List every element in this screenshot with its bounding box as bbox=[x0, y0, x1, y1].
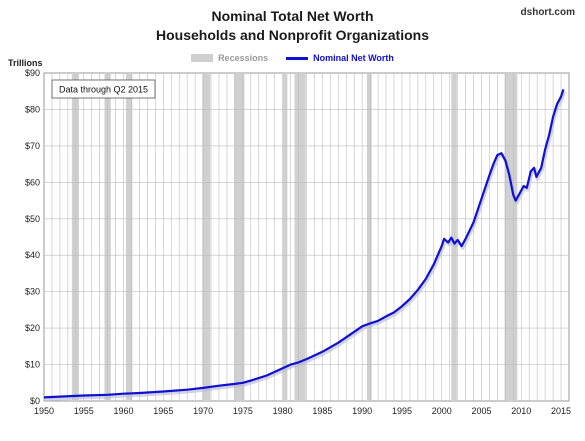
legend-swatch-recessions bbox=[191, 54, 214, 62]
y-tick-label: $30 bbox=[25, 287, 40, 297]
source-label: dshort.com bbox=[520, 7, 575, 18]
recession-band bbox=[366, 73, 372, 401]
annotation-box bbox=[51, 79, 156, 99]
y-tick-label: $10 bbox=[25, 360, 40, 370]
recession-band bbox=[71, 73, 79, 401]
legend-item-net-worth: Nominal Net Worth bbox=[286, 53, 394, 63]
y-tick-label: $70 bbox=[25, 141, 40, 151]
x-tick-label: 1980 bbox=[273, 406, 293, 416]
series-line-shadow bbox=[44, 90, 567, 402]
x-tick-label: 1975 bbox=[233, 406, 253, 416]
x-tick-label: 1950 bbox=[34, 406, 54, 416]
x-tick-label: 2010 bbox=[511, 406, 531, 416]
chart-title: Nominal Total Net Worth bbox=[211, 8, 374, 24]
legend: Recessions Nominal Net Worth bbox=[0, 53, 585, 63]
x-tick-label: 1990 bbox=[352, 406, 372, 416]
x-tick-label: 1995 bbox=[392, 406, 412, 416]
recession-band bbox=[282, 73, 288, 401]
recession-band bbox=[294, 73, 306, 401]
legend-label-recessions: Recessions bbox=[218, 53, 269, 63]
x-tick-label: 1985 bbox=[312, 406, 332, 416]
y-tick-label: $60 bbox=[25, 177, 40, 187]
x-tick-label: 1970 bbox=[193, 406, 213, 416]
y-tick-label: $90 bbox=[25, 68, 40, 78]
recession-band bbox=[504, 73, 518, 401]
legend-swatch-net-worth bbox=[286, 56, 309, 60]
annotation-text: Data through Q2 2015 bbox=[59, 85, 148, 95]
chart-subtitle: Households and Nonprofit Organizations bbox=[156, 27, 429, 43]
series-line-net-worth bbox=[43, 89, 565, 399]
recession-band bbox=[234, 73, 245, 401]
recession-band bbox=[125, 73, 133, 401]
y-axis-units-label: Trillions bbox=[8, 58, 43, 68]
recession-band bbox=[202, 73, 211, 401]
x-tick-label: 2000 bbox=[432, 406, 452, 416]
y-tick-label: $20 bbox=[25, 323, 40, 333]
recession-band bbox=[451, 73, 457, 401]
y-tick-label: $80 bbox=[25, 104, 40, 114]
legend-item-recessions: Recessions bbox=[191, 53, 268, 63]
x-tick-label: 2015 bbox=[551, 406, 571, 416]
legend-label-net-worth: Nominal Net Worth bbox=[313, 53, 394, 63]
x-tick-label: 1965 bbox=[153, 406, 173, 416]
y-tick-label: $50 bbox=[25, 214, 40, 224]
y-tick-label: $0 bbox=[30, 396, 40, 406]
x-tick-label: 1955 bbox=[74, 406, 94, 416]
y-tick-label: $40 bbox=[25, 250, 40, 260]
x-tick-label: 1960 bbox=[114, 406, 134, 416]
x-tick-label: 2005 bbox=[471, 406, 491, 416]
